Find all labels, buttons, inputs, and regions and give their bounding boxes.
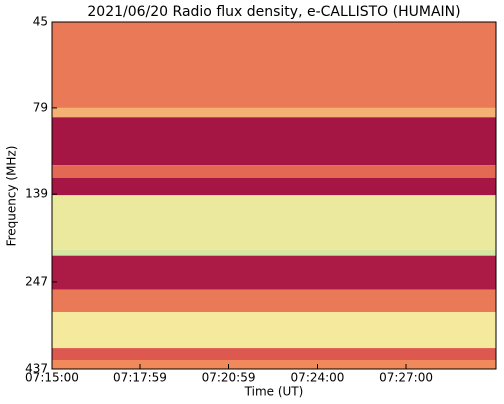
heatmap-band xyxy=(52,22,496,108)
heatmap-band xyxy=(52,249,496,256)
y-tick-label: 437 xyxy=(25,362,48,376)
x-tick-label: 07:24:00 xyxy=(291,371,345,385)
heatmap-band xyxy=(52,107,496,118)
y-tick-label: 45 xyxy=(33,15,48,29)
x-tick-label: 07:15:00 xyxy=(25,371,79,385)
y-tick-label: 139 xyxy=(25,187,48,201)
x-tick-label: 07:17:59 xyxy=(113,371,167,385)
chart-title: 2021/06/20 Radio flux density, e-CALLIST… xyxy=(87,4,460,20)
y-tick-label: 79 xyxy=(33,100,48,114)
y-axis-label: Frequency (MHz) xyxy=(5,146,19,247)
heatmap-band xyxy=(52,289,496,313)
heatmap-band xyxy=(52,360,496,369)
x-tick-label: 07:20:59 xyxy=(202,371,256,385)
plot-area xyxy=(52,22,496,369)
x-axis-label: Time (UT) xyxy=(244,385,304,399)
heatmap-band xyxy=(52,195,496,250)
x-tick-label: 07:27:00 xyxy=(379,371,433,385)
y-tick-label: 247 xyxy=(25,274,48,288)
heatmap-band xyxy=(52,117,496,166)
heatmap-band xyxy=(52,177,496,196)
heatmap-band xyxy=(52,255,496,290)
heatmap-band xyxy=(52,348,496,361)
plot-frame xyxy=(51,21,497,370)
heatmap-band xyxy=(52,165,496,178)
heatmap-band xyxy=(52,312,496,349)
